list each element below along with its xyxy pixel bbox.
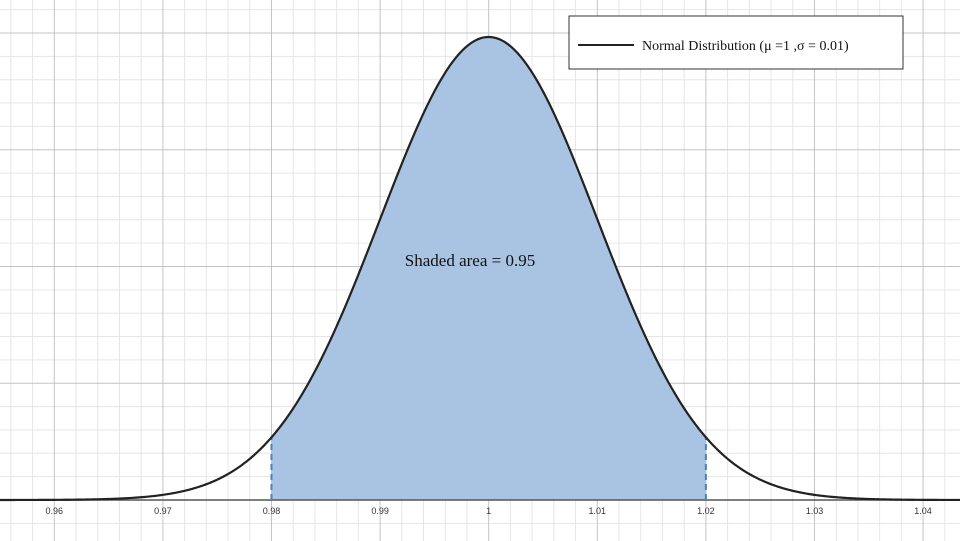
normal-curve	[0, 35, 960, 502]
x-tick-label: 0.97	[154, 506, 172, 516]
x-tick-labels: 0.96 0.97 0.98 0.99 1 1.01 1.02 1.03 1.04	[46, 506, 932, 516]
legend: Normal Distribution (μ =1 ,σ = 0.01)	[568, 15, 904, 70]
x-tick-label: 1.04	[914, 506, 932, 516]
shaded-area	[271, 37, 706, 500]
x-tick-label: 0.96	[46, 506, 64, 516]
legend-label: Normal Distribution (μ =1 ,σ = 0.01)	[642, 39, 849, 54]
x-tick-label: 0.99	[371, 506, 389, 516]
x-tick-label: 1.01	[589, 506, 607, 516]
x-tick-label: 1.02	[697, 506, 715, 516]
x-tick-label: 1	[486, 506, 491, 516]
x-tick-label: 1.03	[806, 506, 824, 516]
legend-box	[568, 15, 904, 70]
x-tick-label: 0.98	[263, 506, 281, 516]
shaded-area-annotation: Shaded area = 0.95	[405, 251, 535, 270]
